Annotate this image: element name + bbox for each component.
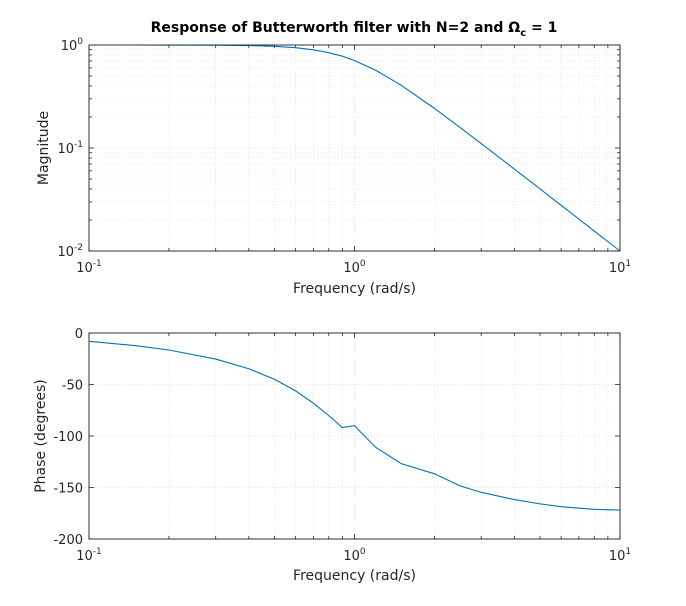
magnitude-x-axis-label: Frequency (rad/s) [293,281,416,297]
phase-y-tick-label: -100 [53,430,83,445]
chart-title: Response of Butterworth filter with N=2 … [151,20,558,39]
magnitude-y-axis-label: Magnitude [36,111,52,185]
magnitude-frame-outline [88,44,621,252]
phase-x-axis-label: Frequency (rad/s) [293,568,416,584]
phase-y-tick-label: 0 [75,327,83,342]
magnitude-x-tick-label: 101 [609,259,631,276]
phase-y-axis-label: Phase (degrees) [33,379,49,493]
magnitude-x-tick-label: 100 [343,259,366,276]
phase-x-tick-label: 101 [609,547,631,564]
magnitude-y-tick-label: 100 [61,37,84,54]
phase-y-tick-label: -200 [53,533,83,548]
magnitude-y-tick-label: 10-1 [57,140,83,157]
chart-title-subscript: c [520,28,526,39]
phase-y-tick-label: -150 [53,482,83,497]
chart-title-main: Response of Butterworth filter with N=2 … [151,20,521,36]
chart-title-suffix: = 1 [526,20,557,36]
magnitude-y-tick-label: 10-2 [57,243,83,260]
phase-x-tick-label: 10-1 [76,547,102,564]
phase-frame-outline [88,332,621,540]
phase-axes: 10-1 100 101 0 -50 -100 -150 -200 Frequency (ra… [33,327,631,584]
phase-y-tick-label: -50 [62,379,83,394]
magnitude-grid [88,44,621,252]
phase-curve [88,340,621,511]
magnitude-x-tick-label: 10-1 [76,259,102,276]
phase-series [88,340,621,511]
phase-x-tick-label: 100 [343,547,366,564]
phase-ticks: 10-1 100 101 0 -50 -100 -150 -200 [53,327,631,564]
